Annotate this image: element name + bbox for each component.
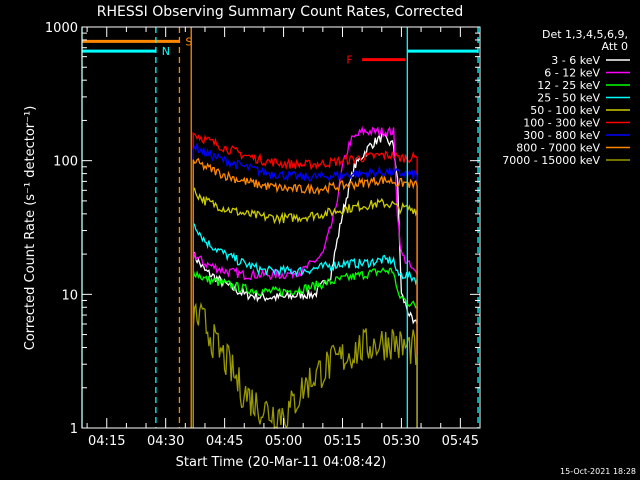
- series-line-1: [192, 125, 418, 428]
- legend-header-line1: Det 1,3,4,5,6,9,: [542, 28, 628, 41]
- legend-label-1: 6 - 12 keV: [544, 67, 600, 80]
- x-tick-label: 04:30: [147, 434, 184, 449]
- legend-label-8: 7000 - 15000 keV: [502, 154, 600, 167]
- legend-label-0: 3 - 6 keV: [551, 54, 600, 67]
- series-line-7: [192, 157, 418, 428]
- x-tick-label: 05:00: [265, 434, 302, 449]
- y-tick-label: 100: [53, 155, 78, 170]
- flags-layer: S N F: [82, 35, 479, 67]
- x-axis-label: Start Time (20-Mar-11 04:08:42): [176, 455, 387, 470]
- series-line-6: [192, 143, 418, 428]
- legend-label-2: 12 - 25 keV: [537, 79, 600, 92]
- x-tick-label: 05:45: [442, 434, 479, 449]
- x-axis-ticks: 04:15 04:30 04:45 05:00 05:15 05:30 05:45: [86, 27, 481, 449]
- y-tick-label: 1: [70, 422, 78, 437]
- series-layer: [192, 125, 418, 430]
- y-tick-label: 1000: [45, 21, 78, 36]
- flag-label-f: F: [346, 54, 352, 67]
- x-tick-label: 05:30: [383, 434, 420, 449]
- series-line-4: [192, 187, 418, 428]
- y-tick-label: 10: [61, 288, 78, 303]
- series-line-8: [192, 301, 418, 430]
- series-line-2: [192, 267, 418, 428]
- series-line-3: [192, 221, 418, 428]
- legend-label-5: 100 - 300 keV: [523, 117, 600, 130]
- flag-label-s: S: [185, 35, 192, 48]
- x-tick-label: 05:15: [324, 434, 361, 449]
- footer-timestamp: 15-Oct-2021 18:28: [560, 467, 636, 476]
- flag-label-n: N: [162, 45, 170, 58]
- y-axis-ticks: 1 10 100 1000: [45, 21, 480, 437]
- x-tick-label: 04:45: [206, 434, 243, 449]
- y-axis-label: Corrected Count Rate (s⁻¹ detector⁻¹): [23, 106, 38, 351]
- legend-header-line2: Att 0: [602, 40, 628, 53]
- legend-label-3: 25 - 50 keV: [537, 92, 600, 105]
- legend-label-6: 300 - 800 keV: [523, 129, 600, 142]
- x-tick-label: 04:15: [88, 434, 125, 449]
- series-line-5: [192, 131, 418, 428]
- plot-frame: [81, 26, 481, 429]
- legend-label-4: 50 - 100 keV: [530, 104, 600, 117]
- chart-title: RHESSI Observing Summary Count Rates, Co…: [97, 4, 463, 20]
- legend-label-7: 800 - 7000 keV: [516, 142, 600, 155]
